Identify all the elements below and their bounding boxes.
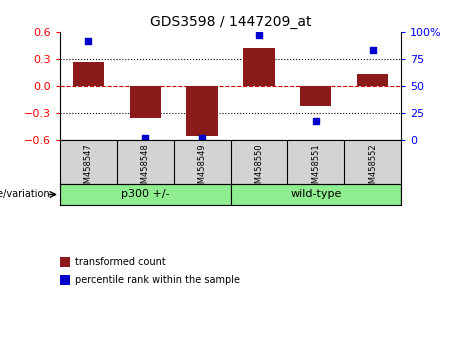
Text: GSM458551: GSM458551 (311, 144, 320, 194)
Text: genotype/variation: genotype/variation (0, 189, 53, 199)
Bar (357, 74, 388, 86)
Point (255, 32, 263, 38)
Point (198, 135, 206, 141)
Bar (130, 86, 161, 118)
Bar (73, 62, 104, 86)
Text: p300 +/-: p300 +/- (121, 189, 170, 199)
Point (142, 135, 149, 141)
Bar (60, 184, 230, 205)
Text: GSM458548: GSM458548 (141, 144, 150, 194)
Point (369, 47, 376, 53)
Point (312, 118, 319, 124)
Bar (186, 86, 218, 136)
Text: transformed count: transformed count (75, 257, 165, 267)
Bar (300, 86, 331, 106)
Text: GSM458547: GSM458547 (84, 144, 93, 194)
Bar (243, 48, 275, 86)
Text: GSM458552: GSM458552 (368, 144, 377, 194)
Bar (230, 184, 401, 205)
Text: GSM458549: GSM458549 (198, 144, 207, 194)
Text: wild-type: wild-type (290, 189, 342, 199)
Title: GDS3598 / 1447209_at: GDS3598 / 1447209_at (150, 16, 311, 29)
Point (85, 38, 92, 44)
Text: percentile rank within the sample: percentile rank within the sample (75, 275, 240, 285)
Text: GSM458550: GSM458550 (254, 144, 263, 194)
